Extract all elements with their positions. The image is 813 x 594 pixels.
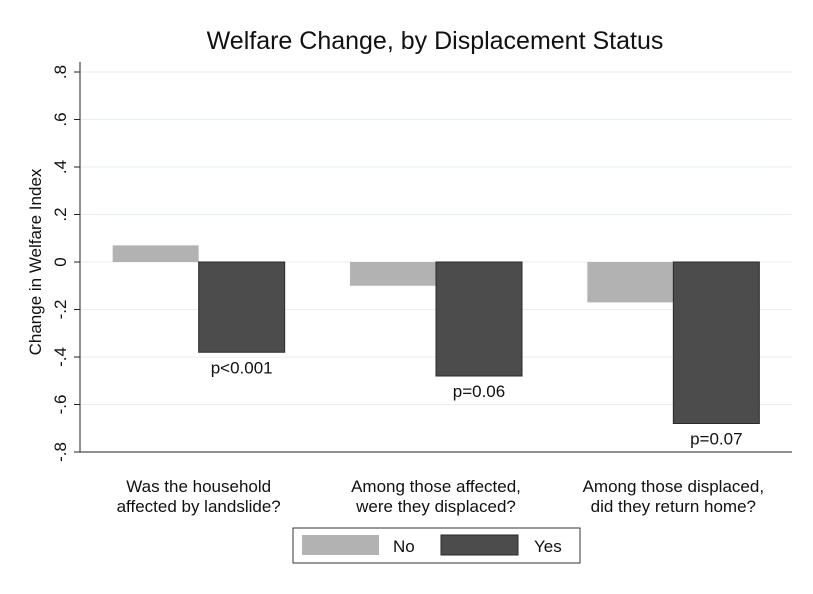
x-tick-label: Among those affected, [351, 477, 521, 496]
x-tick-label: were they displaced? [355, 497, 516, 516]
legend-swatch-no [302, 535, 379, 555]
p-value-annotation: p<0.001 [211, 358, 273, 377]
x-tick-label: Was the household [126, 477, 271, 496]
bars [112, 245, 760, 424]
y-axis-label: Change in Welfare Index [26, 168, 45, 355]
y-tick-label: .8 [51, 65, 70, 79]
legend-swatch-yes [440, 534, 519, 556]
y-tick-label: .2 [51, 207, 70, 221]
p-value-annotation: p=0.06 [453, 382, 505, 401]
y-tick-label: -.2 [51, 300, 70, 320]
y-tick-label: .6 [51, 112, 70, 126]
y-tick-label: -.4 [51, 347, 70, 367]
bar-no-2 [350, 262, 436, 286]
y-tick-label: -.8 [51, 442, 70, 462]
x-tick-label: Among those displaced, [583, 477, 764, 496]
x-tick-label: did they return home? [591, 497, 756, 516]
y-tick-label: .4 [51, 160, 70, 174]
bar-no-1 [112, 245, 199, 262]
chart-title: Welfare Change, by Displacement Status [207, 27, 664, 55]
y-axis: -.8 -.6 -.4 -.2 0 .2 .4 .6 .8 [51, 62, 81, 462]
annotations: p<0.001 p=0.06 p=0.07 [211, 358, 743, 448]
x-tick-label: affected by landslide? [117, 497, 281, 516]
p-value-annotation: p=0.07 [690, 430, 742, 449]
legend-label-no: No [393, 537, 415, 556]
y-tick-label: -.6 [51, 395, 70, 415]
bar-yes-3 [672, 261, 760, 424]
y-tick-label: 0 [51, 257, 70, 266]
bar-yes-1 [198, 261, 286, 353]
legend-label-yes: Yes [534, 537, 562, 556]
legend: No Yes [292, 527, 581, 564]
bar-no-3 [587, 262, 674, 303]
bar-yes-2 [435, 261, 523, 377]
